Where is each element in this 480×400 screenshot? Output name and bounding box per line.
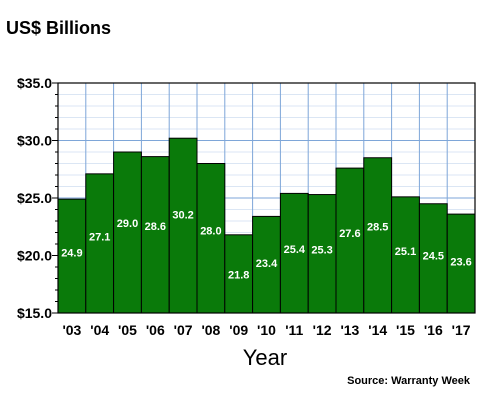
- bar: [446, 213, 476, 314]
- x-tick-label: '12: [313, 322, 332, 338]
- x-tick-label: '14: [368, 322, 387, 338]
- x-tick-label: '15: [396, 322, 415, 338]
- bar: [363, 157, 393, 314]
- y-tick-label: $15.0: [17, 305, 52, 321]
- bars: [57, 137, 476, 314]
- data-label: 28.0: [200, 225, 221, 237]
- y-tick-label: $30.0: [17, 133, 52, 149]
- x-axis-title: Year: [243, 345, 287, 370]
- x-tick-label: '03: [62, 322, 81, 338]
- x-tick-label: '16: [424, 322, 443, 338]
- bar: [168, 137, 198, 314]
- x-tick-label: '13: [340, 322, 359, 338]
- axes: [52, 82, 476, 314]
- bar: [140, 156, 170, 314]
- data-label: 27.6: [339, 228, 360, 240]
- y-axis-title: US$ Billions: [6, 18, 111, 38]
- x-tick-label: '07: [174, 322, 193, 338]
- bar: [335, 167, 365, 314]
- data-label: 25.1: [395, 246, 416, 258]
- data-label: 30.2: [172, 210, 193, 222]
- data-label: 24.5: [423, 250, 444, 262]
- bar: [224, 234, 254, 314]
- bar: [307, 194, 337, 314]
- bar: [391, 196, 420, 314]
- source-note: Source: Warranty Week: [347, 375, 471, 387]
- y-tick-labels: $15.0 $20.0 $25.0 $30.0 $35.0: [17, 75, 52, 321]
- x-tick-label: '08: [201, 322, 220, 338]
- data-label: 23.6: [450, 257, 471, 269]
- data-label: 27.1: [89, 232, 110, 244]
- x-tick-label: '17: [452, 322, 471, 338]
- y-tick-label: $35.0: [17, 75, 52, 91]
- data-label: 24.9: [61, 247, 82, 259]
- x-tick-label: '04: [90, 322, 109, 338]
- bar: [252, 215, 281, 314]
- data-labels: 24.9 27.1 29.0 28.6 30.2 28.0 21.8 23.4 25.4 25.3…: [61, 210, 472, 282]
- data-label: 28.5: [367, 222, 388, 234]
- x-tick-label: '11: [285, 322, 303, 338]
- x-tick-labels: '03 '04 '05 '06 '07 '08 '09 '10 '11 '12 '13 '14 '15 '…: [62, 322, 470, 338]
- bar: [113, 151, 142, 314]
- x-tick-label: '09: [229, 322, 248, 338]
- data-label: 29.0: [117, 218, 138, 230]
- x-tick-label: '05: [118, 322, 137, 338]
- data-label: 25.4: [284, 244, 306, 256]
- data-label: 28.6: [145, 221, 166, 233]
- y-tick-label: $20.0: [17, 248, 52, 264]
- y-tick-label: $25.0: [17, 190, 52, 206]
- x-tick-label: '10: [257, 322, 276, 338]
- data-label: 21.8: [228, 270, 249, 282]
- x-tick-label: '06: [146, 322, 165, 338]
- data-label: 25.3: [311, 245, 332, 257]
- bar: [196, 163, 226, 314]
- data-label: 23.4: [256, 258, 278, 270]
